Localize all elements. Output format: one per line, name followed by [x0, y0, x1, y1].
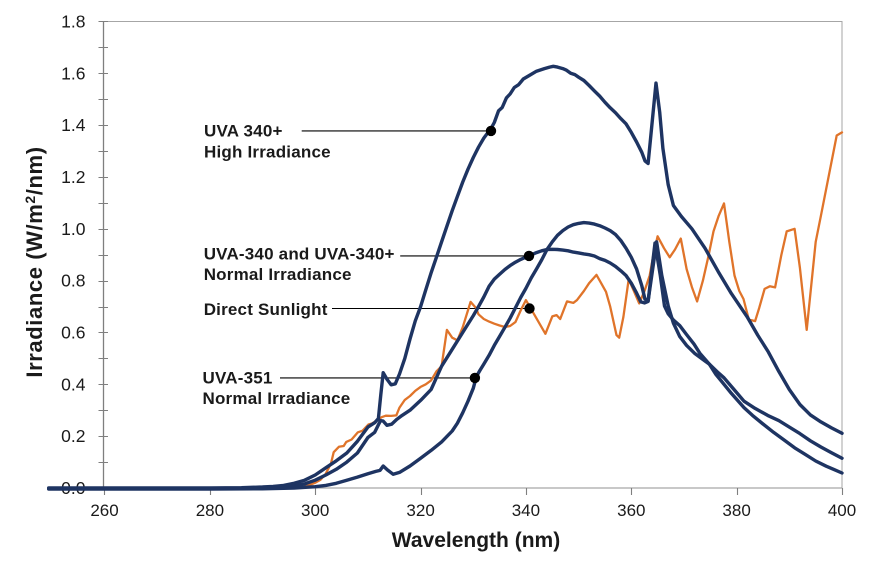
svg-text:UVA-351: UVA-351 — [203, 368, 273, 387]
svg-text:260: 260 — [90, 501, 118, 520]
svg-text:Direct Sunlight: Direct Sunlight — [204, 300, 328, 319]
svg-text:0.2: 0.2 — [61, 426, 85, 446]
svg-text:320: 320 — [406, 501, 434, 520]
svg-text:0.8: 0.8 — [61, 271, 85, 291]
svg-text:0.4: 0.4 — [61, 374, 86, 394]
svg-text:340: 340 — [512, 501, 540, 520]
svg-text:1.4: 1.4 — [61, 115, 86, 135]
svg-text:UVA 340+: UVA 340+ — [204, 122, 283, 141]
svg-text:Irradiance (W/m2/nm): Irradiance (W/m2/nm) — [22, 146, 47, 377]
svg-text:360: 360 — [617, 501, 645, 520]
svg-text:1.0: 1.0 — [61, 219, 86, 239]
svg-text:280: 280 — [196, 501, 224, 520]
svg-text:380: 380 — [722, 501, 750, 520]
svg-text:Wavelength (nm): Wavelength (nm) — [392, 529, 560, 552]
svg-text:High Irradiance: High Irradiance — [204, 142, 331, 161]
svg-text:UVA-340 and UVA-340+: UVA-340 and UVA-340+ — [204, 244, 395, 263]
svg-text:300: 300 — [301, 501, 329, 520]
svg-text:1.2: 1.2 — [61, 167, 85, 187]
svg-text:0.6: 0.6 — [61, 323, 85, 343]
svg-text:400: 400 — [828, 501, 856, 520]
svg-text:1.6: 1.6 — [61, 63, 85, 83]
svg-text:1.8: 1.8 — [61, 11, 85, 31]
svg-text:Normal Irradiance: Normal Irradiance — [204, 265, 352, 284]
svg-text:Normal Irradiance: Normal Irradiance — [203, 389, 351, 408]
